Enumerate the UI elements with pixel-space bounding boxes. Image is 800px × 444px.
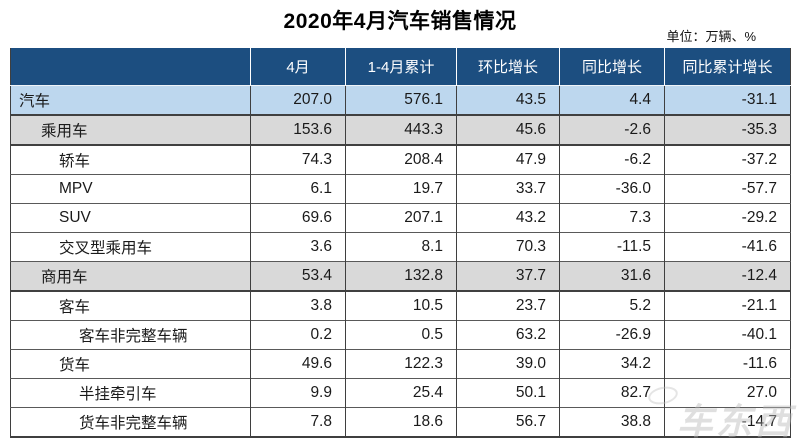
value-cell: 122.3 [345, 349, 457, 379]
value-cell: -57.7 [664, 174, 791, 204]
table-body: 汽车 207.0 576.1 43.5 4.4 -31.1 乘用车 153.6 443.3 45.… [10, 85, 791, 437]
value-cell: -11.6 [664, 349, 791, 379]
table-row: 客车非完整车辆 0.2 0.5 63.2 -26.9 -40.1 [10, 320, 791, 350]
value-cell: 23.7 [456, 291, 560, 321]
header-cell: 环比增长 [456, 48, 560, 86]
value-cell: 443.3 [345, 115, 457, 145]
row-label-cell: 客车 [59, 299, 91, 316]
value-cell: -26.9 [559, 320, 665, 350]
row-label-cell: MPV [59, 180, 93, 197]
value-cell: -21.1 [664, 291, 791, 321]
table-row: 货车 49.6 122.3 39.0 34.2 -11.6 [10, 349, 791, 379]
value-cell: 153.6 [250, 115, 346, 145]
value-cell: 45.6 [456, 115, 560, 145]
table-row: 交叉型乘用车 3.6 8.1 70.3 -11.5 -41.6 [10, 232, 791, 262]
value-cell: 18.6 [345, 407, 457, 437]
value-cell: 10.5 [345, 291, 457, 321]
value-cell: 7.8 [250, 407, 346, 437]
value-cell: 69.6 [250, 203, 346, 233]
value-cell: 208.4 [345, 145, 457, 175]
value-cell: -31.1 [664, 85, 791, 115]
row-label-cell: 货车非完整车辆 [79, 415, 188, 432]
table-row: 半挂牵引车 9.9 25.4 50.1 82.7 27.0 [10, 378, 791, 408]
header-row: 4月 1-4月累计 环比增长 同比增长 同比累计增长 [10, 48, 791, 86]
value-cell: 19.7 [345, 174, 457, 204]
value-cell: 0.5 [345, 320, 457, 350]
header-cell [10, 48, 251, 86]
table-row: 客车 3.8 10.5 23.7 5.2 -21.1 [10, 291, 791, 321]
value-cell: 38.8 [559, 407, 665, 437]
header-cell: 4月 [250, 48, 346, 86]
value-cell: 63.2 [456, 320, 560, 350]
value-cell: 47.9 [456, 145, 560, 175]
header-cell: 1-4月累计 [345, 48, 457, 86]
value-cell: 27.0 [664, 378, 791, 408]
value-cell: 4.4 [559, 85, 665, 115]
table-header: 4月 1-4月累计 环比增长 同比增长 同比累计增长 [10, 48, 791, 86]
table-row: 乘用车 153.6 443.3 45.6 -2.6 -35.3 [10, 115, 791, 145]
value-cell: 82.7 [559, 378, 665, 408]
value-cell: 33.7 [456, 174, 560, 204]
row-label-cell: 货车 [59, 357, 91, 374]
unit-note: 单位：万辆、% [666, 29, 756, 44]
value-cell: 50.1 [456, 378, 560, 408]
value-cell: -6.2 [559, 145, 665, 175]
table-row: SUV 69.6 207.1 43.2 7.3 -29.2 [10, 203, 791, 233]
value-cell: 34.2 [559, 349, 665, 379]
header-cell: 同比增长 [559, 48, 665, 86]
value-cell: 207.0 [250, 85, 346, 115]
value-cell: 53.4 [250, 261, 346, 291]
value-cell: -11.5 [559, 232, 665, 262]
value-cell: 43.2 [456, 203, 560, 233]
value-cell: 70.3 [456, 232, 560, 262]
value-cell: 7.3 [559, 203, 665, 233]
value-cell: 56.7 [456, 407, 560, 437]
row-label-cell: 客车非完整车辆 [79, 328, 188, 345]
table-row: 货车非完整车辆 7.8 18.6 56.7 38.8 -14.7 [10, 407, 791, 437]
row-label-cell: 商用车 [41, 269, 88, 286]
row-label-cell: 乘用车 [41, 123, 88, 140]
row-label-cell: 半挂牵引车 [79, 386, 157, 403]
header-cell: 同比累计增长 [664, 48, 791, 86]
value-cell: -12.4 [664, 261, 791, 291]
row-label-cell: 交叉型乘用车 [59, 240, 153, 257]
value-cell: 25.4 [345, 378, 457, 408]
value-cell: -35.3 [664, 115, 791, 145]
value-cell: 3.8 [250, 291, 346, 321]
table-row: MPV 6.1 19.7 33.7 -36.0 -57.7 [10, 174, 791, 204]
value-cell: -2.6 [559, 115, 665, 145]
value-cell: 31.6 [559, 261, 665, 291]
value-cell: 43.5 [456, 85, 560, 115]
value-cell: -41.6 [664, 232, 791, 262]
page-title: 2020年4月汽车销售情况 [283, 10, 517, 33]
value-cell: -37.2 [664, 145, 791, 175]
value-cell: 0.2 [250, 320, 346, 350]
value-cell: -36.0 [559, 174, 665, 204]
value-cell: 207.1 [345, 203, 457, 233]
row-label-cell: 汽车 [19, 93, 51, 110]
value-cell: 9.9 [250, 378, 346, 408]
value-cell: -40.1 [664, 320, 791, 350]
row-label-cell: SUV [59, 209, 91, 226]
value-cell: 49.6 [250, 349, 346, 379]
value-cell: 74.3 [250, 145, 346, 175]
value-cell: 39.0 [456, 349, 560, 379]
value-cell: 5.2 [559, 291, 665, 321]
value-cell: 576.1 [345, 85, 457, 115]
row-label-cell: 轿车 [59, 153, 91, 170]
value-cell: 37.7 [456, 261, 560, 291]
value-cell: 132.8 [345, 261, 457, 291]
value-cell: 3.6 [250, 232, 346, 262]
value-cell: -14.7 [664, 407, 791, 437]
value-cell: -29.2 [664, 203, 791, 233]
table-row: 汽车 207.0 576.1 43.5 4.4 -31.1 [10, 85, 791, 115]
table-row: 轿车 74.3 208.4 47.9 -6.2 -37.2 [10, 145, 791, 175]
value-cell: 6.1 [250, 174, 346, 204]
value-cell: 8.1 [345, 232, 457, 262]
sales-table: 4月 1-4月累计 环比增长 同比增长 同比累计增长 汽车 207.0 576.1 43.5 4… [10, 48, 791, 438]
table-row: 商用车 53.4 132.8 37.7 31.6 -12.4 [10, 261, 791, 291]
